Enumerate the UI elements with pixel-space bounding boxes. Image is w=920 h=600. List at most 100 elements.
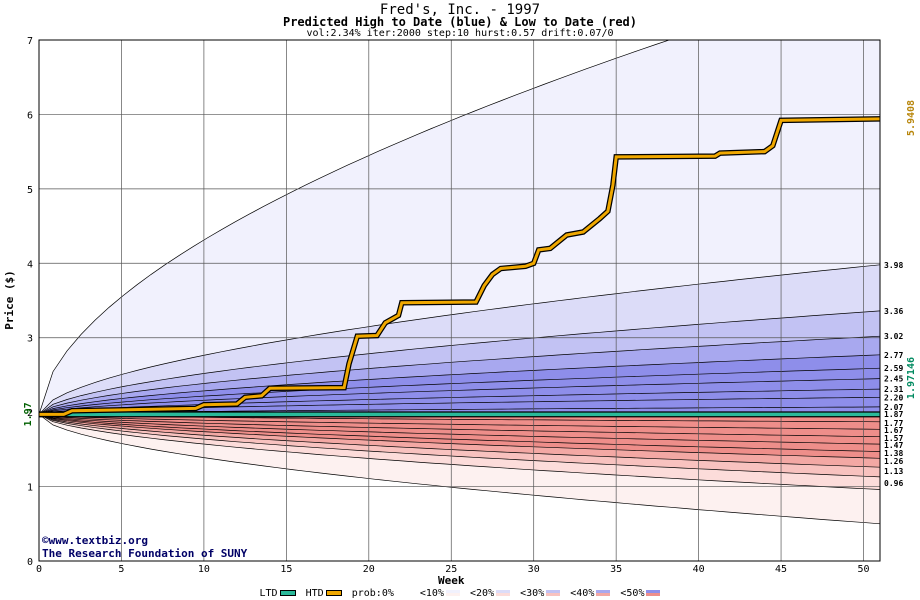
high-quantile-label: 3.36 (884, 307, 903, 316)
low-quantile-line (39, 414, 880, 430)
low-band (39, 414, 880, 477)
low-quantile-label: 1.26 (884, 457, 903, 466)
low-quantile-label: 1.67 (884, 426, 903, 435)
x-tick-label: 35 (610, 564, 622, 575)
low-quantile-line (39, 414, 880, 445)
low-band (39, 414, 880, 490)
final-low-label: 1.97146 (906, 357, 917, 399)
low-quantile-line (39, 414, 880, 525)
high-quantile-line (39, 378, 880, 415)
y-tick-label: 4 (27, 259, 33, 270)
legend-htd-label: HTD (305, 588, 324, 599)
legend-p30: <30% (520, 588, 561, 599)
high-quantile-line (39, 335, 880, 415)
high-band (39, 264, 880, 415)
high-quantile-line (39, 264, 880, 415)
x-axis-label: Week (438, 574, 465, 587)
high-quantile-line (39, 354, 880, 415)
legend-p10-label: <10% (419, 588, 444, 599)
legend-ltd-swatch (279, 590, 296, 596)
x-tick-label: 40 (693, 564, 705, 575)
low-band (39, 414, 880, 459)
legend-p20: <20% (470, 588, 511, 599)
y-tick-label: 7 (27, 36, 33, 47)
x-tick-label: 20 (363, 564, 375, 575)
low-band (39, 414, 880, 524)
chart-params: vol:2.34% iter:2000 step:10 hurst:0.57 d… (306, 28, 614, 39)
legend-htd-swatch (325, 590, 342, 596)
low-quantile-label: 1.13 (884, 467, 903, 476)
legend-p50-swatch (646, 590, 661, 596)
legend-ltd: LTD (260, 588, 296, 599)
legend-p10: <10% (420, 588, 460, 599)
high-quantile-label: 3.98 (884, 261, 903, 270)
legend-ltd-label: LTD (259, 588, 278, 599)
legend-prob: prob:0% (352, 588, 410, 599)
htd-line (39, 117, 881, 416)
legend-p20-label: <20% (470, 588, 495, 599)
x-tick-label: 0 (36, 564, 42, 575)
high-band (39, 40, 880, 415)
high-quantile-label: 2.59 (884, 364, 903, 373)
y-tick-label: 2 (27, 408, 33, 419)
high-quantile-line (39, 310, 880, 415)
legend-p40-swatch (596, 590, 611, 596)
low-quantile-label: 1.87 (884, 410, 903, 419)
high-quantile-line (39, 40, 671, 415)
low-quantile-line (39, 414, 880, 438)
x-tick-label: 15 (280, 564, 292, 575)
legend-p50-label: <50% (620, 588, 645, 599)
x-tick-label: 50 (857, 564, 869, 575)
legend-p0-swatch (395, 590, 410, 596)
high-quantile-label: 2.45 (884, 375, 903, 384)
low-quantile-line (39, 414, 880, 452)
x-tick-label: 45 (775, 564, 787, 575)
high-band (39, 336, 880, 415)
low-band (39, 414, 880, 437)
y-tick-label: 6 (27, 110, 33, 121)
y-tick-label: 5 (27, 185, 33, 196)
high-band (39, 310, 880, 415)
low-quantile-label: 1.47 (884, 441, 903, 450)
legend-p0-label: 0% (381, 588, 394, 599)
low-quantile-label: 1.57 (884, 434, 903, 443)
x-tick-label: 30 (528, 564, 540, 575)
high-quantile-label: 3.02 (884, 332, 903, 341)
legend: LTD HTD prob:0% <10% <20% <30% <40% <50% (0, 588, 920, 599)
legend-p40: <40% (570, 588, 611, 599)
low-band (39, 414, 880, 445)
y-tick-label: 3 (27, 334, 33, 345)
quantile-bands (39, 40, 880, 525)
credit-organization: The Research Foundation of SUNY (42, 547, 248, 560)
high-band (39, 354, 880, 415)
final-high-label: 5.9408 (906, 100, 917, 136)
high-quantile-line (39, 388, 880, 415)
low-quantile-label: 1.38 (884, 449, 903, 458)
y-tick-label: 0 (27, 557, 33, 568)
high-band (39, 389, 880, 415)
credit-website: ©www.textbiz.org (42, 534, 148, 547)
low-band (39, 414, 880, 452)
x-tick-label: 10 (198, 564, 210, 575)
chart-subtitle: Predicted High to Date (blue) & Low to D… (282, 15, 637, 29)
legend-htd: HTD (306, 588, 342, 599)
plot-frame (38, 39, 881, 562)
low-quantile-line (39, 414, 880, 490)
x-tick-label: 5 (118, 564, 124, 575)
x-tick-label: 25 (445, 564, 457, 575)
start-price-label: 1.97 (23, 402, 34, 426)
high-quantile-label: 2.77 (884, 351, 903, 360)
high-band (39, 368, 880, 415)
low-quantile-line (39, 414, 880, 468)
low-quantile-label: 0.96 (884, 479, 903, 488)
low-quantile-line (39, 414, 880, 478)
high-quantile-label: 2.20 (884, 393, 903, 402)
legend-p30-label: <30% (520, 588, 545, 599)
chart-title: Fred's, Inc. - 1997 (379, 2, 541, 18)
y-tick-label: 1 (27, 483, 33, 494)
high-band (39, 378, 880, 415)
y-axis-label: Price ($) (3, 270, 16, 330)
legend-p20-swatch (496, 590, 511, 596)
high-band (39, 397, 880, 415)
